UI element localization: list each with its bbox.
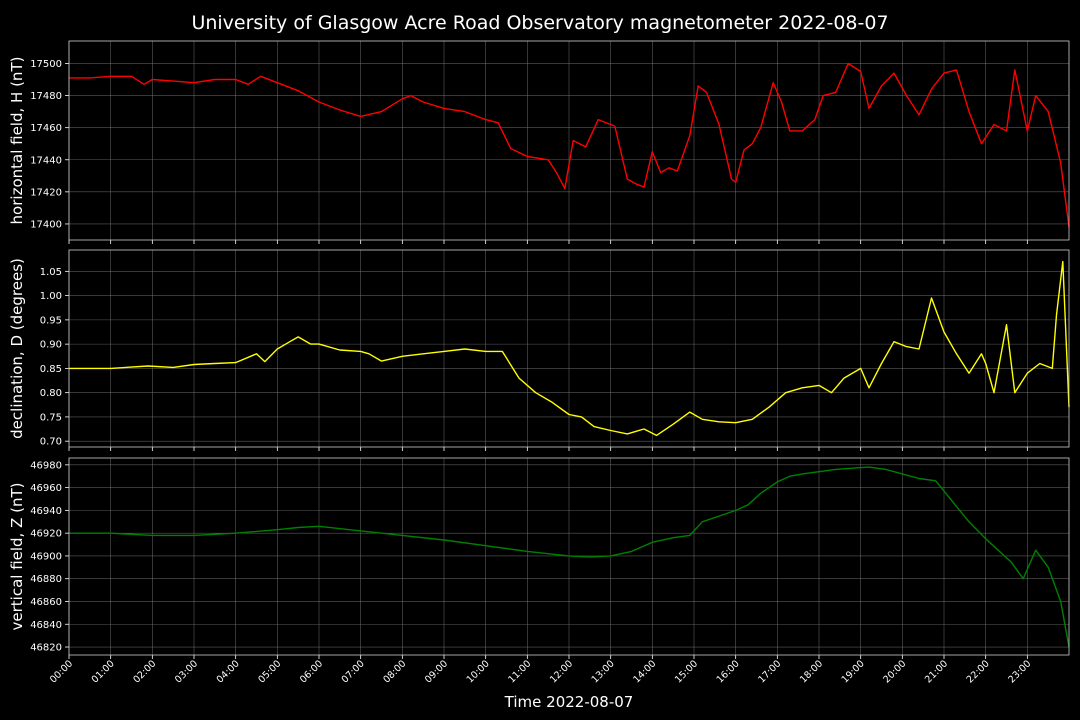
- x-tick-label: 16:00: [715, 658, 742, 685]
- x-tick-label: 13:00: [590, 658, 617, 685]
- chart-panels: 17400 17420 17440 17460 17480 17500 horizontal…: [8, 40, 1070, 659]
- y-tick-label: 46960: [30, 483, 62, 494]
- x-tick-label: 18:00: [798, 658, 825, 685]
- x-axis: 00:00 01:00 02:00 03:00 04:00 05:00 06:00 07:00…: [48, 658, 1033, 685]
- y-tick-label: 0.70: [40, 437, 62, 448]
- y-axis-label: vertical field, Z (nT): [8, 482, 26, 630]
- x-tick-label: 21:00: [923, 658, 950, 685]
- y-tick-label: 17480: [30, 91, 62, 102]
- panel-1: 0.70 0.75 0.80 0.85 0.90 0.95 1.00 1.05 declinat…: [8, 249, 1070, 451]
- y-tick-label: 46940: [30, 506, 62, 517]
- y-tick-label: 17440: [30, 155, 62, 166]
- y-tick-label: 17420: [30, 187, 62, 198]
- x-tick-label: 17:00: [756, 658, 783, 685]
- chart-title: University of Glasgow Acre Road Observat…: [191, 12, 888, 34]
- y-tick-label: 1.05: [40, 267, 62, 278]
- y-tick-label: 0.90: [40, 340, 62, 351]
- x-tick-label: 07:00: [340, 658, 367, 685]
- y-tick-label: 0.80: [40, 388, 62, 399]
- y-tick-label: 46920: [30, 529, 62, 540]
- panel-0: 17400 17420 17440 17460 17480 17500 horizontal…: [8, 40, 1070, 244]
- y-tick-label: 46880: [30, 574, 62, 585]
- series-line: [69, 466, 1070, 648]
- y-tick-label: 0.95: [40, 315, 62, 326]
- series-line: [69, 62, 1070, 228]
- y-axis-label: horizontal field, H (nT): [8, 57, 26, 225]
- panel-frame: [68, 249, 1070, 448]
- x-tick-label: 06:00: [298, 658, 325, 685]
- y-axis-label: declination, D (degrees): [8, 258, 26, 439]
- x-tick-label: 19:00: [840, 658, 867, 685]
- x-tick-label: 08:00: [381, 658, 408, 685]
- panel-2: 46820 46840 46860 46880 46900 46920 46940 46960…: [8, 457, 1070, 659]
- x-tick-label: 03:00: [173, 658, 200, 685]
- y-tick-label: 46980: [30, 460, 62, 471]
- y-tick-label: 46840: [30, 620, 62, 631]
- y-tick-label: 17400: [30, 219, 62, 230]
- x-tick-label: 20:00: [881, 658, 908, 685]
- x-tick-label: 23:00: [1006, 658, 1033, 685]
- y-tick-label: 46900: [30, 551, 62, 562]
- x-tick-label: 01:00: [90, 658, 117, 685]
- x-tick-label: 15:00: [673, 658, 700, 685]
- x-tick-label: 00:00: [48, 658, 75, 685]
- x-tick-label: 09:00: [423, 658, 450, 685]
- y-tick-label: 1.00: [40, 291, 62, 302]
- x-tick-label: 11:00: [506, 658, 533, 685]
- y-tick-label: 0.75: [40, 412, 62, 423]
- x-tick-label: 02:00: [131, 658, 158, 685]
- y-tick-label: 17500: [30, 59, 62, 70]
- x-tick-label: 12:00: [548, 658, 575, 685]
- y-tick-label: 46860: [30, 597, 62, 608]
- x-tick-label: 22:00: [965, 658, 992, 685]
- y-tick-label: 0.85: [40, 364, 62, 375]
- panel-frame: [68, 40, 1070, 241]
- y-tick-label: 17460: [30, 123, 62, 134]
- series-line: [69, 260, 1070, 437]
- x-tick-label: 05:00: [256, 658, 283, 685]
- y-tick-label: 46820: [30, 643, 62, 654]
- x-axis-label: Time 2022-08-07: [504, 693, 634, 711]
- x-tick-label: 10:00: [465, 658, 492, 685]
- x-tick-label: 14:00: [631, 658, 658, 685]
- panel-frame: [68, 457, 1070, 656]
- x-tick-label: 04:00: [215, 658, 242, 685]
